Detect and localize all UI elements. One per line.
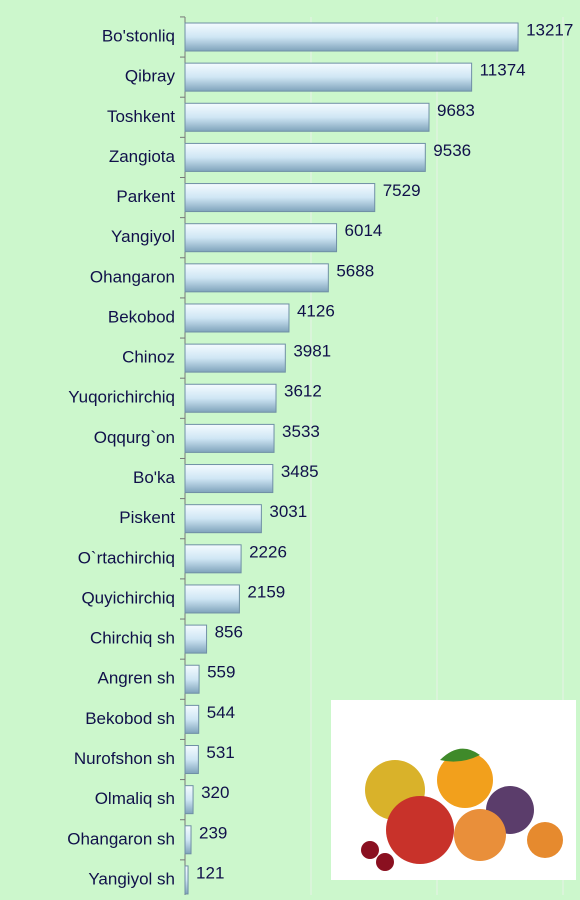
y-tick-label: Ohangaron — [90, 267, 175, 286]
y-tick-label: Yangiyol sh — [88, 869, 175, 888]
bar — [185, 545, 241, 573]
y-tick-label: Oqqurg`on — [94, 428, 175, 447]
value-label: 856 — [215, 623, 243, 642]
bar — [185, 424, 274, 452]
y-tick-label: Parkent — [116, 187, 175, 206]
bar — [185, 505, 261, 533]
bar — [185, 63, 472, 91]
value-label: 320 — [201, 783, 229, 802]
y-tick-label: Bo'ka — [133, 468, 176, 487]
bar — [185, 705, 199, 733]
value-label: 2159 — [247, 582, 285, 601]
value-label: 3612 — [284, 382, 322, 401]
bar — [185, 746, 198, 774]
value-label: 559 — [207, 663, 235, 682]
y-tick-label: Bo'stonliq — [102, 26, 175, 45]
value-label: 7529 — [383, 181, 421, 200]
value-label: 9536 — [433, 141, 471, 160]
y-tick-label: Zangiota — [109, 147, 176, 166]
bar — [185, 384, 276, 412]
y-tick-label: Yangiyol — [111, 227, 175, 246]
y-tick-label: Ohangaron sh — [67, 829, 175, 848]
bar — [185, 344, 285, 372]
value-label: 239 — [199, 823, 227, 842]
y-tick-label: Qibray — [125, 67, 176, 86]
bar — [185, 665, 199, 693]
value-label: 3031 — [269, 502, 307, 521]
y-tick-label: Olmaliq sh — [95, 789, 175, 808]
bar — [185, 585, 239, 613]
y-tick-label: Bekobod sh — [85, 709, 175, 728]
value-label: 5688 — [336, 261, 374, 280]
value-label: 11374 — [480, 61, 526, 80]
value-label: 13217 — [526, 20, 573, 39]
value-label: 121 — [196, 863, 224, 882]
bar — [185, 304, 289, 332]
bar — [185, 143, 425, 171]
y-tick-label: Quyichirchiq — [81, 588, 175, 607]
bar — [185, 103, 429, 131]
bar — [185, 826, 191, 854]
y-tick-label: Chinoz — [122, 348, 175, 367]
bar — [185, 264, 328, 292]
fruit-picture — [331, 700, 576, 880]
bar — [185, 23, 518, 51]
value-label: 531 — [206, 743, 234, 762]
bar — [185, 866, 188, 894]
value-label: 9683 — [437, 101, 475, 120]
bar — [185, 184, 375, 212]
value-label: 4126 — [297, 301, 335, 320]
value-label: 2226 — [249, 542, 287, 561]
page: {"chart_data": {"type": "barh", "categor… — [0, 0, 580, 895]
value-label: 6014 — [345, 221, 383, 240]
y-tick-label: Toshkent — [107, 107, 175, 126]
value-label: 3533 — [282, 422, 320, 441]
y-tick-label: Nurofshon sh — [74, 749, 175, 768]
bar — [185, 224, 337, 252]
bar — [185, 786, 193, 814]
value-label: 3981 — [293, 342, 331, 361]
chart: Bo'stonliq 13217 Qibray 11374 Toshkent 9683 Za… — [0, 0, 580, 895]
y-tick-label: Piskent — [119, 508, 175, 527]
y-tick-label: O`rtachirchiq — [78, 548, 175, 567]
value-label: 3485 — [281, 462, 319, 481]
y-tick-label: Bekobod — [108, 307, 175, 326]
y-tick-label: Angren sh — [98, 669, 176, 688]
bar — [185, 625, 207, 653]
bar — [185, 465, 273, 493]
value-label: 544 — [207, 703, 235, 722]
y-tick-label: Yuqorichirchiq — [68, 388, 175, 407]
y-tick-label: Chirchiq sh — [90, 629, 175, 648]
